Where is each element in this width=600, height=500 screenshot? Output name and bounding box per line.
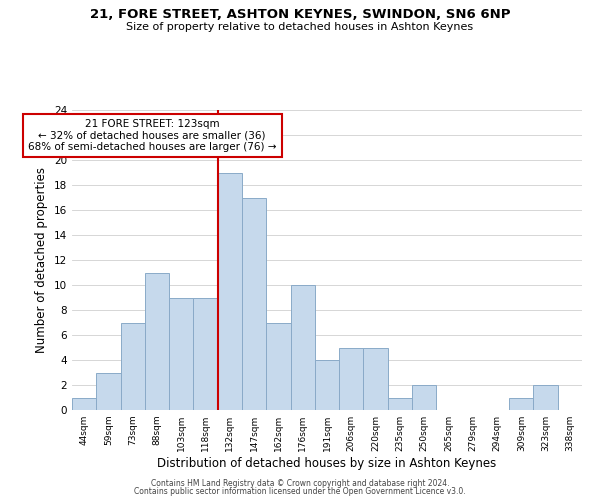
Bar	[96, 372, 121, 410]
Bar	[412, 385, 436, 410]
Text: Contains HM Land Registry data © Crown copyright and database right 2024.: Contains HM Land Registry data © Crown c…	[151, 478, 449, 488]
Bar	[145, 272, 169, 410]
Text: Contains public sector information licensed under the Open Government Licence v3: Contains public sector information licen…	[134, 487, 466, 496]
Bar	[533, 385, 558, 410]
Bar	[339, 348, 364, 410]
Bar	[242, 198, 266, 410]
Y-axis label: Number of detached properties: Number of detached properties	[35, 167, 49, 353]
Bar	[290, 285, 315, 410]
Bar	[364, 348, 388, 410]
Text: Size of property relative to detached houses in Ashton Keynes: Size of property relative to detached ho…	[127, 22, 473, 32]
Text: 21, FORE STREET, ASHTON KEYNES, SWINDON, SN6 6NP: 21, FORE STREET, ASHTON KEYNES, SWINDON,…	[90, 8, 510, 20]
Bar	[388, 398, 412, 410]
Bar	[72, 398, 96, 410]
Bar	[121, 322, 145, 410]
Bar	[509, 398, 533, 410]
Text: 21 FORE STREET: 123sqm
← 32% of detached houses are smaller (36)
68% of semi-det: 21 FORE STREET: 123sqm ← 32% of detached…	[28, 118, 277, 152]
Bar	[193, 298, 218, 410]
Bar	[266, 322, 290, 410]
X-axis label: Distribution of detached houses by size in Ashton Keynes: Distribution of detached houses by size …	[157, 457, 497, 470]
Bar	[218, 172, 242, 410]
Bar	[169, 298, 193, 410]
Bar	[315, 360, 339, 410]
